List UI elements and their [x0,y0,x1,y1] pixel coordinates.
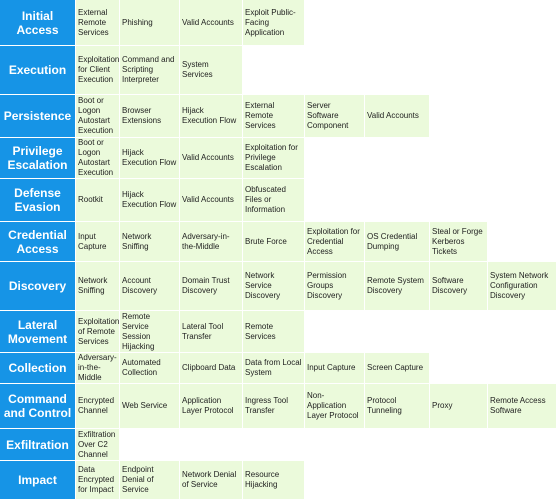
technique-cell[interactable]: Data Encrypted for Impact [76,461,120,500]
technique-cell[interactable]: Network Sniffing [76,262,120,311]
technique-cell[interactable]: Adversary-in-the-Middle [76,353,120,384]
technique-cell[interactable]: Domain Trust Discovery [180,262,243,311]
technique-cell[interactable]: Screen Capture [365,353,430,384]
technique-cell[interactable]: Exfiltration Over C2 Channel [76,429,120,461]
technique-cell[interactable]: Boot or Logon Autostart Execution [76,138,120,179]
matrix-row-lateral-movement: Lateral Movement Exploitation of Remote … [0,311,557,353]
technique-cell[interactable]: Endpoint Denial of Service [120,461,180,500]
matrix-row-defense-evasion: Defense Evasion Rootkit Hijack Execution… [0,179,557,222]
technique-cell[interactable]: Rootkit [76,179,120,222]
technique-cell[interactable]: Hijack Execution Flow [120,138,180,179]
tactic-label[interactable]: Lateral Movement [0,311,75,353]
technique-cell[interactable]: Valid Accounts [180,179,243,222]
technique-cell[interactable]: Phishing [120,0,180,46]
tactic-label[interactable]: Command and Control [0,384,75,429]
technique-cell[interactable]: Permission Groups Discovery [305,262,365,311]
technique-cell[interactable]: Boot or Logon Autostart Execution [76,95,120,138]
technique-cell[interactable]: Protocol Tunneling [365,384,430,429]
tactic-label[interactable]: Impact [0,461,75,500]
matrix-row-credential-access: Credential Access Input Capture Network … [0,222,557,262]
technique-cell[interactable]: Exploitation for Privilege Escalation [243,138,305,179]
technique-cell[interactable]: Adversary-in-the-Middle [180,222,243,262]
technique-cell[interactable]: Remote System Discovery [365,262,430,311]
matrix-row-impact: Impact Data Encrypted for Impact Endpoin… [0,461,557,500]
technique-cell[interactable]: Ingress Tool Transfer [243,384,305,429]
technique-cell[interactable]: Proxy [430,384,488,429]
technique-cell[interactable]: Input Capture [76,222,120,262]
technique-cell[interactable]: Remote Services [243,311,305,353]
technique-cell[interactable]: Non-Application Layer Protocol [305,384,365,429]
matrix-row-collection: Collection Adversary-in-the-Middle Autom… [0,353,557,384]
technique-cell[interactable]: Input Capture [305,353,365,384]
technique-cell[interactable]: Resource Hijacking [243,461,305,500]
technique-cell[interactable]: Account Discovery [120,262,180,311]
technique-cell[interactable]: Exploitation of Remote Services [76,311,120,353]
matrix-row-execution: Execution Exploitation for Client Execut… [0,46,557,95]
technique-cell[interactable]: Network Service Discovery [243,262,305,311]
technique-cell[interactable]: Remote Service Session Hijacking [120,311,180,353]
technique-cell[interactable]: Browser Extensions [120,95,180,138]
matrix-row-persistence: Persistence Boot or Logon Autostart Exec… [0,95,557,138]
technique-cell[interactable]: External Remote Services [76,0,120,46]
technique-cell[interactable]: Steal or Forge Kerberos Tickets [430,222,488,262]
technique-cell[interactable]: Clipboard Data [180,353,243,384]
tactic-label[interactable]: Defense Evasion [0,179,75,222]
technique-cell[interactable]: Hijack Execution Flow [180,95,243,138]
tactic-label[interactable]: Execution [0,46,75,95]
tactic-label[interactable]: Collection [0,353,75,384]
matrix-row-privilege-escalation: Privilege Escalation Boot or Logon Autos… [0,138,557,179]
tactic-label[interactable]: Discovery [0,262,75,311]
technique-cell[interactable]: Brute Force [243,222,305,262]
technique-cell[interactable]: Remote Access Software [488,384,557,429]
technique-cell[interactable]: Valid Accounts [365,95,430,138]
technique-cell[interactable]: Exploitation for Credential Access [305,222,365,262]
technique-cell[interactable]: Data from Local System [243,353,305,384]
matrix-row-command-and-control: Command and Control Encrypted Channel We… [0,384,557,429]
technique-cell[interactable]: System Services [180,46,243,95]
tactic-label[interactable]: Exfiltration [0,429,75,461]
technique-cell[interactable]: System Network Configuration Discovery [488,262,557,311]
technique-cell[interactable]: Web Service [120,384,180,429]
tactic-label[interactable]: Persistence [0,95,75,138]
matrix-row-initial-access: Initial Access External Remote Services … [0,0,557,46]
technique-cell[interactable]: Network Sniffing [120,222,180,262]
technique-cell[interactable]: Valid Accounts [180,138,243,179]
tactic-label[interactable]: Privilege Escalation [0,138,75,179]
matrix-row-exfiltration: Exfiltration Exfiltration Over C2 Channe… [0,429,557,461]
matrix-row-discovery: Discovery Network Sniffing Account Disco… [0,262,557,311]
technique-cell[interactable]: OS Credential Dumping [365,222,430,262]
technique-cell[interactable]: Obfuscated Files or Information [243,179,305,222]
technique-cell[interactable]: Command and Scripting Interpreter [120,46,180,95]
technique-cell[interactable]: Hijack Execution Flow [120,179,180,222]
technique-cell[interactable]: External Remote Services [243,95,305,138]
technique-cell[interactable]: Valid Accounts [180,0,243,46]
technique-cell[interactable]: Application Layer Protocol [180,384,243,429]
technique-cell[interactable]: Automated Collection [120,353,180,384]
technique-cell[interactable]: Exploitation for Client Execution [76,46,120,95]
technique-cell[interactable]: Lateral Tool Transfer [180,311,243,353]
technique-cell[interactable]: Server Software Component [305,95,365,138]
technique-cell[interactable]: Software Discovery [430,262,488,311]
tactic-label[interactable]: Initial Access [0,0,75,46]
technique-cell[interactable]: Encrypted Channel [76,384,120,429]
technique-cell[interactable]: Network Denial of Service [180,461,243,500]
tactic-label[interactable]: Credential Access [0,222,75,262]
technique-cell[interactable]: Exploit Public-Facing Application [243,0,305,46]
